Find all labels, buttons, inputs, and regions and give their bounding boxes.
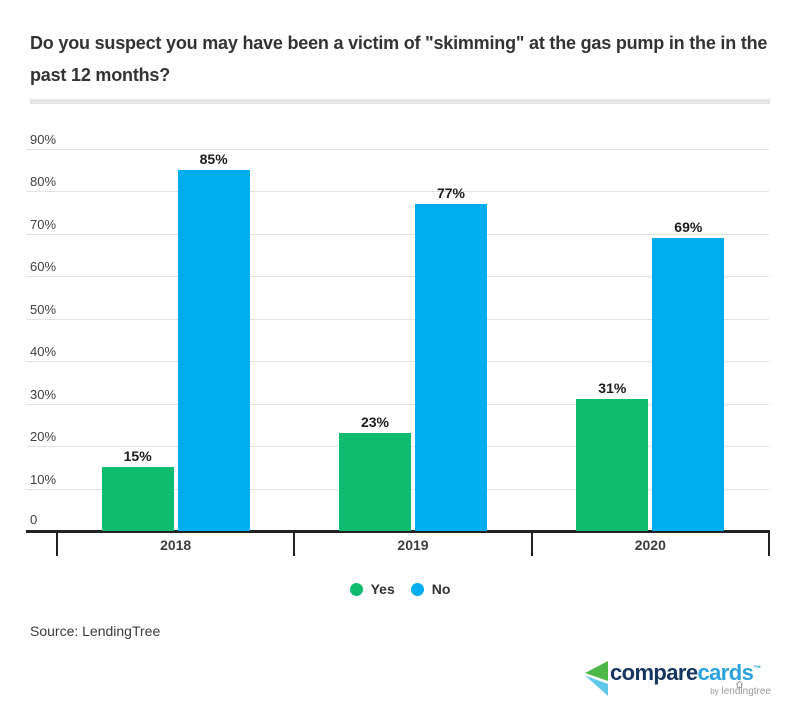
y-axis-label: 10%	[30, 471, 57, 487]
logo-trademark: ™	[753, 664, 761, 673]
chart-title-line2: past 12 months?	[30, 65, 171, 85]
legend-item-yes: Yes	[349, 581, 395, 597]
category-label: 2020	[634, 537, 666, 553]
bar-value-label: 85%	[199, 150, 228, 167]
bar-value-label: 23%	[360, 414, 389, 431]
chart-title-line1: Do you suspect you may have been a victi…	[30, 33, 768, 53]
y-gridline	[26, 361, 769, 362]
y-axis-label: 90%	[30, 131, 57, 147]
logo-wordmark: comparecards™ by lendingtree	[610, 657, 772, 698]
logo-byline: by lendingtree	[610, 680, 772, 698]
category-label: 2018	[160, 537, 192, 553]
legend-label-yes: Yes	[370, 581, 395, 597]
x-axis-tick	[767, 530, 770, 556]
y-axis-label: 40%	[30, 344, 57, 359]
bar-yes-2018	[101, 467, 174, 531]
chart-legend: Yes No	[0, 581, 800, 597]
y-gridline	[26, 403, 769, 405]
comparecards-logo[interactable]: comparecards™ by lendingtree	[585, 655, 775, 707]
bar-value-label: 31%	[598, 380, 627, 397]
source-attribution: Source: LendingTree	[30, 623, 161, 639]
bar-yes-2019	[338, 433, 411, 531]
y-axis-label: 50%	[30, 301, 57, 317]
x-axis-tick	[293, 530, 296, 556]
y-gridline	[26, 318, 769, 320]
y-gridline	[26, 148, 769, 150]
logo-byline-by: by	[710, 687, 719, 696]
bar-no-2018	[177, 169, 250, 531]
lendingtree-house-icon	[735, 680, 744, 689]
logo-text-compare: compare	[610, 660, 698, 685]
bar-value-label: 15%	[123, 448, 152, 465]
bar-value-label: 77%	[436, 184, 465, 201]
logo-byline-brand: lendingtree	[721, 686, 771, 697]
y-axis-label: 60%	[30, 259, 57, 274]
bar-no-2020	[652, 237, 725, 531]
x-axis-tick	[56, 530, 58, 556]
y-gridline	[26, 233, 769, 235]
category-label: 2019	[397, 537, 429, 553]
chart-title: Do you suspect you may have been a victi…	[30, 27, 770, 91]
bar-yes-2020	[576, 399, 649, 531]
legend-item-no: No	[410, 581, 451, 597]
logo-text-cards: cards	[697, 660, 754, 685]
bar-value-label: 69%	[674, 218, 703, 235]
legend-swatch-yes-icon	[349, 582, 363, 596]
y-axis-label: 80%	[30, 174, 57, 189]
legend-label-no: No	[431, 581, 451, 597]
y-gridline	[26, 276, 769, 277]
y-gridline	[26, 191, 769, 192]
legend-swatch-no-icon	[410, 582, 424, 596]
y-axis-label: 20%	[30, 429, 57, 444]
y-axis-label: 30%	[30, 386, 57, 402]
comparecards-mark-icon	[585, 661, 608, 696]
x-axis-line	[26, 530, 769, 533]
bar-no-2019	[414, 203, 487, 531]
title-divider	[30, 99, 770, 104]
y-axis-label: 70%	[30, 216, 57, 232]
y-axis-label: 0	[30, 512, 38, 527]
x-axis-tick	[530, 530, 533, 556]
